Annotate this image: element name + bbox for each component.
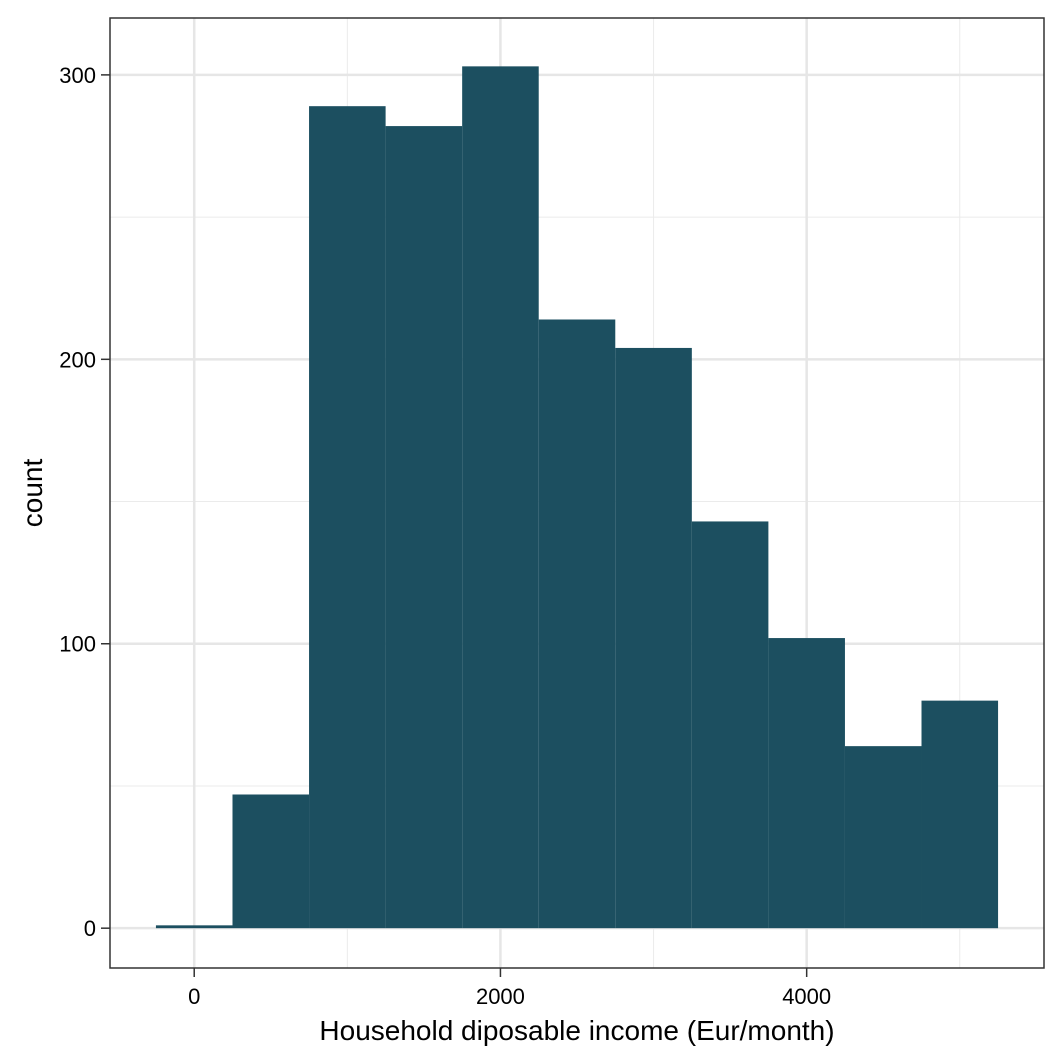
histogram-bar <box>768 638 845 929</box>
histogram-bar <box>462 66 539 929</box>
histogram-bar <box>155 925 233 929</box>
axis-ticks: 0 2000 4000 0 100 200 300 <box>59 63 831 1009</box>
x-tick-label: 0 <box>188 984 200 1009</box>
y-axis-title: count <box>17 459 48 528</box>
y-tick-label: 0 <box>84 916 96 941</box>
histogram-bar <box>844 746 922 929</box>
x-axis-title: Household diposable income (Eur/month) <box>319 1015 834 1046</box>
histogram-bar <box>309 106 386 929</box>
y-tick-label: 100 <box>59 632 96 657</box>
histogram-bars <box>155 66 999 929</box>
histogram-bar <box>232 794 310 929</box>
histogram-bar <box>538 319 616 929</box>
x-tick-label: 2000 <box>476 984 525 1009</box>
histogram-bar <box>615 347 692 929</box>
histogram-bar <box>921 700 999 929</box>
histogram-bar <box>691 521 769 929</box>
x-tick-label: 4000 <box>782 984 831 1009</box>
y-tick-label: 300 <box>59 63 96 88</box>
y-tick-label: 200 <box>59 347 96 372</box>
plot-border <box>109 17 1045 969</box>
histogram-bar <box>385 126 463 929</box>
